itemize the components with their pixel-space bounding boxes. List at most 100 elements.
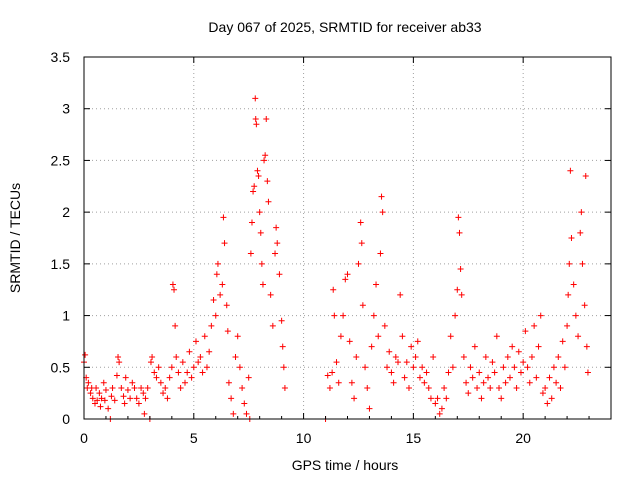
data-point (122, 374, 129, 381)
data-point (498, 395, 505, 402)
data-point (445, 369, 452, 376)
data-point (120, 393, 127, 400)
x-tick-label: 10 (296, 430, 312, 446)
data-point (502, 379, 509, 386)
data-point (487, 384, 494, 391)
data-point (151, 369, 158, 376)
data-point (326, 384, 333, 391)
data-point (550, 364, 557, 371)
data-point (217, 291, 224, 298)
data-point (570, 281, 577, 288)
data-point (456, 229, 463, 236)
data-point (381, 322, 388, 329)
data-point (449, 364, 456, 371)
data-point (557, 384, 564, 391)
data-point (111, 397, 118, 404)
data-point (351, 395, 358, 402)
data-point (91, 400, 98, 407)
data-point (206, 348, 213, 355)
data-point (430, 353, 437, 360)
data-point (98, 395, 105, 402)
data-point (408, 343, 415, 350)
data-point (561, 364, 568, 371)
data-point (412, 353, 419, 360)
data-point (575, 333, 582, 340)
x-tick-label: 15 (406, 430, 422, 446)
data-point (546, 374, 553, 381)
y-tick-label: 1 (62, 308, 70, 324)
data-point (116, 359, 123, 366)
data-point (410, 364, 417, 371)
y-tick-label: 2 (62, 204, 70, 220)
data-point (548, 395, 555, 402)
data-point (335, 379, 342, 386)
data-point (140, 390, 147, 397)
data-point (243, 410, 250, 417)
data-point (234, 333, 241, 340)
data-point (251, 183, 258, 190)
data-point (256, 209, 263, 216)
data-point (142, 395, 149, 402)
data-point (280, 364, 287, 371)
data-point (346, 338, 353, 345)
data-point (419, 364, 426, 371)
data-point (254, 167, 261, 174)
data-point (368, 343, 375, 350)
data-point (476, 369, 483, 376)
data-point (511, 364, 518, 371)
data-point (480, 379, 487, 386)
data-point (390, 379, 397, 386)
data-point (397, 291, 404, 298)
data-point (186, 348, 193, 355)
data-point (401, 374, 408, 381)
data-point (506, 374, 513, 381)
data-point (172, 322, 179, 329)
data-point (405, 384, 412, 391)
data-point (171, 286, 178, 293)
data-point (192, 338, 199, 345)
data-point (133, 395, 140, 402)
data-point (467, 364, 474, 371)
data-point (276, 271, 283, 278)
data-point (236, 364, 243, 371)
data-point (485, 374, 492, 381)
gridlines (84, 57, 611, 419)
data-point (364, 384, 371, 391)
data-point (82, 351, 89, 358)
data-point (135, 400, 142, 407)
data-point (337, 333, 344, 340)
data-point (263, 116, 270, 123)
data-point (129, 379, 136, 386)
data-point (138, 384, 145, 391)
data-point (175, 369, 182, 376)
data-point (441, 384, 448, 391)
data-point (342, 276, 349, 283)
data-point (225, 379, 232, 386)
data-point (584, 369, 591, 376)
data-point (96, 390, 103, 397)
data-point (526, 379, 533, 386)
data-point (164, 395, 171, 402)
y-tick-label: 0.5 (51, 359, 71, 375)
data-point (157, 379, 164, 386)
data-point (241, 400, 248, 407)
data-point (101, 397, 108, 404)
data-point (474, 384, 481, 391)
data-point (379, 209, 386, 216)
data-point (378, 193, 385, 200)
data-point (87, 390, 94, 397)
data-point (377, 250, 384, 257)
data-point (578, 209, 585, 216)
data-point (221, 240, 228, 247)
data-point (213, 271, 220, 278)
data-point (203, 364, 210, 371)
data-point (535, 343, 542, 350)
data-point (127, 395, 134, 402)
chart-title: Day 067 of 2025, SRMTID for receiver ab3… (208, 19, 481, 35)
data-point (94, 397, 101, 404)
data-point (261, 157, 268, 164)
data-point (274, 240, 281, 247)
data-point (144, 384, 151, 391)
data-point (362, 364, 369, 371)
data-point (253, 121, 260, 128)
